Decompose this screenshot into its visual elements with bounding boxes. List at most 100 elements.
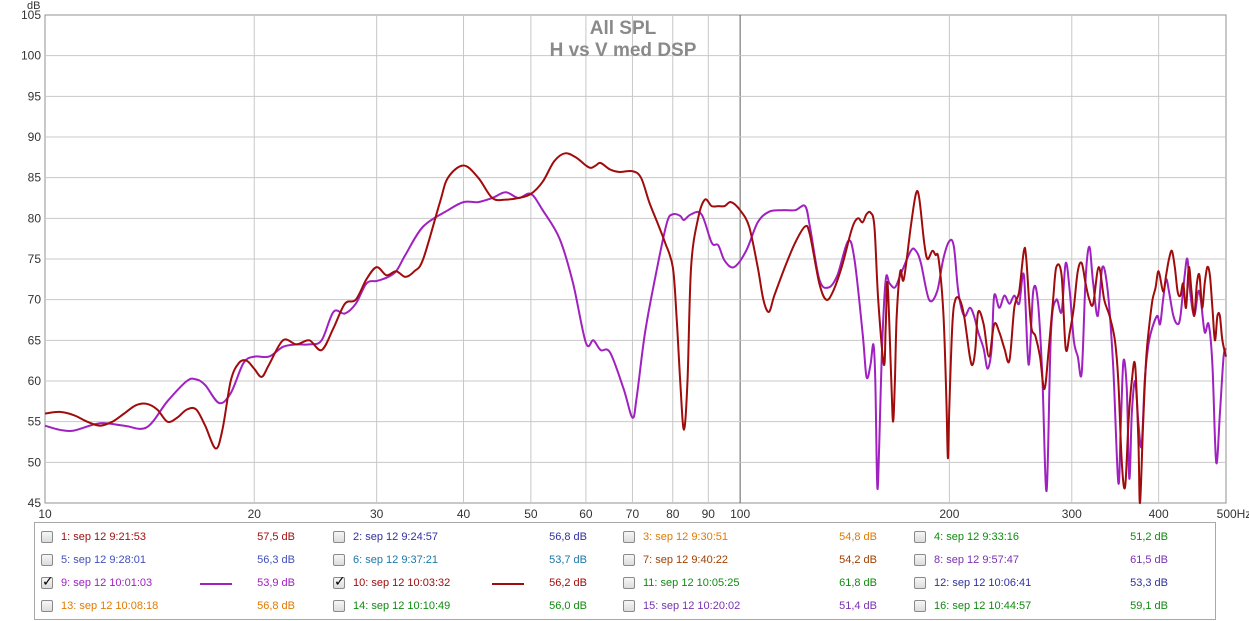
legend-item-1[interactable]: 1: sep 12 9:21:53 57,5 dB xyxy=(35,527,325,549)
legend-value: 53,9 dB xyxy=(257,577,295,589)
checkbox[interactable] xyxy=(623,600,635,612)
legend-label: 6: sep 12 9:37:21 xyxy=(353,554,439,566)
x-tick-label: 80 xyxy=(666,507,680,520)
x-tick-label: 70 xyxy=(626,507,640,520)
legend-label: 10: sep 12 10:03:32 xyxy=(353,577,451,589)
x-tick-label: 10 xyxy=(38,507,52,520)
x-tick-label: 90 xyxy=(702,507,716,520)
legend-value: 59,1 dB xyxy=(1130,600,1168,612)
y-tick-label: 105 xyxy=(21,8,41,22)
legend-value: 54,8 dB xyxy=(839,531,877,543)
legend-item-9[interactable]: ✓ 9: sep 12 10:01:03 53,9 dB xyxy=(35,573,325,595)
legend-item-15[interactable]: 15: sep 12 10:20:02 51,4 dB xyxy=(617,596,907,618)
legend-value: 56,8 dB xyxy=(549,531,587,543)
legend-line-swatch xyxy=(492,583,524,585)
legend-item-4[interactable]: 4: sep 12 9:33:16 51,2 dB xyxy=(908,527,1198,549)
series-group xyxy=(44,152,1227,505)
checkbox[interactable] xyxy=(333,554,345,566)
y-tick-label: 60 xyxy=(28,374,42,388)
legend-label: 1: sep 12 9:21:53 xyxy=(61,531,147,543)
checkbox[interactable]: ✓ xyxy=(41,574,54,590)
legend-line-swatch xyxy=(200,583,232,585)
y-tick-label: 65 xyxy=(28,333,42,347)
legend-value: 56,2 dB xyxy=(549,577,587,589)
legend-label: 4: sep 12 9:33:16 xyxy=(934,531,1020,543)
legend-row: 1: sep 12 9:21:53 57,5 dB 2: sep 12 9:24… xyxy=(35,527,1215,549)
x-tick-label: 20 xyxy=(248,507,262,520)
legend-item-10[interactable]: ✓ 10: sep 12 10:03:32 56,2 dB xyxy=(327,573,617,595)
legend-item-2[interactable]: 2: sep 12 9:24:57 56,8 dB xyxy=(327,527,617,549)
x-tick-label: 300 xyxy=(1062,507,1082,520)
legend-row: 13: sep 12 10:08:18 56,8 dB 14: sep 12 1… xyxy=(35,596,1215,618)
checkbox[interactable] xyxy=(333,531,345,543)
checkbox[interactable] xyxy=(333,600,345,612)
legend-label: 15: sep 12 10:20:02 xyxy=(643,600,741,612)
legend-item-16[interactable]: 16: sep 12 10:44:57 59,1 dB xyxy=(908,596,1198,618)
check-mark-icon: ✓ xyxy=(334,574,346,590)
y-tick-label: 90 xyxy=(28,130,42,144)
x-tick-label: 50 xyxy=(524,507,538,520)
checkbox[interactable] xyxy=(41,531,53,543)
legend-value: 57,5 dB xyxy=(257,531,295,543)
legend-label: 16: sep 12 10:44:57 xyxy=(934,600,1032,612)
legend-row: ✓ 9: sep 12 10:01:03 53,9 dB ✓ 10: sep 1… xyxy=(35,573,1215,595)
legend-value: 61,8 dB xyxy=(839,577,877,589)
y-tick-label: 95 xyxy=(28,89,42,103)
checkbox[interactable] xyxy=(914,531,926,543)
checkbox[interactable] xyxy=(914,600,926,612)
legend-label: 9: sep 12 10:01:03 xyxy=(61,577,153,589)
series-line-red xyxy=(44,152,1227,505)
legend-label: 14: sep 12 10:10:49 xyxy=(353,600,451,612)
legend-item-14[interactable]: 14: sep 12 10:10:49 56,0 dB xyxy=(327,596,617,618)
legend-label: 7: sep 12 9:40:22 xyxy=(643,554,729,566)
legend-item-3[interactable]: 3: sep 12 9:30:51 54,8 dB xyxy=(617,527,907,549)
legend-item-5[interactable]: 5: sep 12 9:28:01 56,3 dB xyxy=(35,550,325,572)
legend-item-7[interactable]: 7: sep 12 9:40:22 54,2 dB xyxy=(617,550,907,572)
legend-item-6[interactable]: 6: sep 12 9:37:21 53,7 dB xyxy=(327,550,617,572)
checkbox[interactable] xyxy=(914,577,926,589)
legend-value: 56,8 dB xyxy=(257,600,295,612)
legend-item-11[interactable]: 11: sep 12 10:05:25 61,8 dB xyxy=(617,573,907,595)
checkbox[interactable] xyxy=(41,600,53,612)
legend-value: 53,3 dB xyxy=(1130,577,1168,589)
x-tick-label: 400 xyxy=(1149,507,1169,520)
y-tick-label: 85 xyxy=(28,171,42,185)
y-axis-ticks: 45 50 55 60 65 70 75 80 85 90 95 100 105 xyxy=(21,8,41,510)
y-tick-label: 80 xyxy=(28,211,42,225)
y-tick-label: 100 xyxy=(21,49,41,63)
legend-label: 3: sep 12 9:30:51 xyxy=(643,531,729,543)
y-unit-label: dB xyxy=(27,0,40,12)
x-tick-label: 500Hz xyxy=(1217,507,1249,520)
series-line-purple xyxy=(44,191,1227,492)
x-tick-label: 60 xyxy=(579,507,593,520)
legend-value: 51,4 dB xyxy=(839,600,877,612)
checkbox[interactable] xyxy=(41,554,53,566)
chart-subtitle: H vs V med DSP xyxy=(550,40,697,61)
checkbox[interactable]: ✓ xyxy=(333,574,346,590)
legend-label: 11: sep 12 10:05:25 xyxy=(643,577,740,589)
x-tick-label: 30 xyxy=(370,507,384,520)
legend-item-13[interactable]: 13: sep 12 10:08:18 56,8 dB xyxy=(35,596,325,618)
checkbox[interactable] xyxy=(623,531,635,543)
legend-value: 56,0 dB xyxy=(549,600,587,612)
grid xyxy=(45,15,1226,503)
legend-label: 5: sep 12 9:28:01 xyxy=(61,554,147,566)
legend-value: 56,3 dB xyxy=(257,554,295,566)
checkbox[interactable] xyxy=(623,554,635,566)
legend-value: 61,5 dB xyxy=(1130,554,1168,566)
legend-item-12[interactable]: 12: sep 12 10:06:41 53,3 dB xyxy=(908,573,1198,595)
legend-item-8[interactable]: 8: sep 12 9:57:47 61,5 dB xyxy=(908,550,1198,572)
checkbox[interactable] xyxy=(914,554,926,566)
checkbox[interactable] xyxy=(623,577,635,589)
spl-chart: 45 50 55 60 65 70 75 80 85 90 95 100 105 10 20 30 40 50 6… xyxy=(21,0,1249,520)
y-tick-label: 75 xyxy=(28,252,42,266)
x-tick-label: 100 xyxy=(730,507,750,520)
x-axis-ticks: 10 20 30 40 50 60 70 80 90 100 200 300 400 500Hz xyxy=(38,507,1249,520)
x-tick-label: 200 xyxy=(939,507,959,520)
x-tick-label: 40 xyxy=(457,507,471,520)
chart-title: All SPL xyxy=(590,18,657,39)
legend-label: 13: sep 12 10:08:18 xyxy=(61,600,159,612)
check-mark-icon: ✓ xyxy=(42,574,54,590)
legend-value: 51,2 dB xyxy=(1130,531,1168,543)
y-tick-label: 50 xyxy=(28,455,42,469)
